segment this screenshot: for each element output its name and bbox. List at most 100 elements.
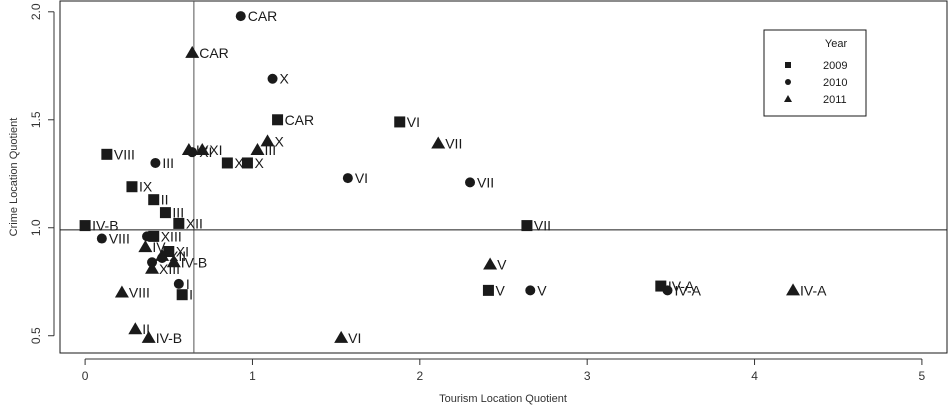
y-tick-label: 1.5 xyxy=(29,111,43,128)
x-axis-title: Tourism Location Quotient xyxy=(439,393,567,405)
series-2011: CARXVIIIIIIXXIIVXIIIV-BXIIIVVIIIIV-AIIIV… xyxy=(114,45,827,346)
data-point-triangle xyxy=(138,240,153,253)
y-tick-label: 1.0 xyxy=(29,219,43,236)
point-label: X xyxy=(254,155,264,171)
point-label: VII xyxy=(477,174,494,190)
legend-entry: 2010 xyxy=(785,77,847,89)
point-label: XI xyxy=(176,244,189,260)
x-tick-label: 5 xyxy=(919,369,926,383)
data-point-triangle xyxy=(786,283,801,296)
legend-label: 2009 xyxy=(823,60,847,72)
point-label: XIII xyxy=(161,228,182,244)
y-axis-title: Crime Location Quotient xyxy=(8,118,20,237)
point-label: III xyxy=(162,155,174,171)
legend-title: Year xyxy=(825,38,848,50)
point-label: VIII xyxy=(109,231,130,247)
legend-entries: 2009 2010 2011 xyxy=(784,60,847,106)
point-label: CAR xyxy=(248,8,278,24)
point-label: X xyxy=(280,71,290,87)
point-label: X xyxy=(275,133,285,149)
data-point-triangle xyxy=(483,257,498,270)
data-point-square xyxy=(655,280,667,292)
point-label: XI xyxy=(209,142,222,158)
point-label: VI xyxy=(407,114,420,130)
data-point-triangle xyxy=(155,248,170,261)
legend-marker-square xyxy=(785,62,791,68)
data-point-square xyxy=(79,220,91,232)
data-point-triangle xyxy=(260,134,275,147)
legend-marker-circle xyxy=(785,79,791,85)
data-point-square xyxy=(163,246,175,258)
data-point-square xyxy=(126,181,138,193)
data-point-square xyxy=(241,157,253,169)
data-point-triangle xyxy=(334,330,349,343)
point-label: III xyxy=(172,205,184,221)
data-point-square xyxy=(148,194,160,206)
point-label: II xyxy=(161,192,169,208)
legend-entry: 2011 xyxy=(784,94,847,106)
y-axis: 0.5 1.0 1.5 2.0 xyxy=(29,3,55,344)
data-point-circle xyxy=(525,285,536,296)
data-point-circle xyxy=(465,177,476,188)
y-tick-label: 2.0 xyxy=(29,3,43,20)
point-label: VII xyxy=(534,218,551,234)
x-tick-label: 3 xyxy=(584,369,591,383)
data-point-square xyxy=(173,217,185,229)
data-point-circle xyxy=(342,173,353,184)
point-label: XII xyxy=(186,215,203,231)
point-label: I xyxy=(189,287,193,303)
point-label: IV-A xyxy=(675,282,702,298)
plot-area-frame xyxy=(59,0,948,354)
data-point-square xyxy=(272,114,284,126)
data-point-circle xyxy=(235,11,246,22)
data-point-triangle xyxy=(181,143,196,156)
x-tick-label: 1 xyxy=(249,369,256,383)
point-label: II xyxy=(142,321,150,337)
point-label: X xyxy=(234,155,244,171)
data-point-triangle xyxy=(114,285,129,298)
data-point-triangle xyxy=(145,261,160,274)
point-label: I xyxy=(186,276,190,292)
legend-label: 2010 xyxy=(823,77,847,89)
data-point-circle xyxy=(662,285,673,296)
point-label: IV-B xyxy=(92,218,118,234)
legend-entry: 2009 xyxy=(785,60,847,72)
data-point-circle xyxy=(267,73,278,84)
data-point-square xyxy=(159,207,171,219)
data-point-circle xyxy=(142,231,153,242)
x-tick-label: 4 xyxy=(751,369,758,383)
point-label: VIII xyxy=(129,285,150,301)
point-label: VII xyxy=(445,136,462,152)
data-point-circle xyxy=(173,278,184,289)
data-point-triangle xyxy=(185,45,200,58)
point-label: IV-B xyxy=(156,330,182,346)
point-label: CAR xyxy=(199,45,229,61)
legend: Year 2009 2010 2011 xyxy=(763,29,867,117)
data-point-triangle xyxy=(128,322,143,335)
data-point-triangle xyxy=(195,143,210,156)
legend-label: 2011 xyxy=(823,94,847,106)
point-label: IV-A xyxy=(800,282,827,298)
data-point-triangle xyxy=(250,143,265,156)
data-point-triangle xyxy=(141,330,156,343)
data-point-square xyxy=(521,220,533,232)
point-label: IV-A xyxy=(668,278,695,294)
point-label: V xyxy=(497,256,507,272)
legend-box xyxy=(763,29,867,117)
point-label: V xyxy=(495,282,505,298)
x-tick-label: 2 xyxy=(416,369,423,383)
data-point-square xyxy=(148,230,160,242)
data-point-square xyxy=(482,284,494,296)
point-label: VI xyxy=(355,170,368,186)
data-point-circle xyxy=(150,157,161,168)
data-point-circle xyxy=(96,233,107,244)
data-point-square xyxy=(394,116,406,128)
point-label: VI xyxy=(348,330,361,346)
x-axis: 0 1 2 3 4 5 xyxy=(82,358,926,383)
data-point-triangle xyxy=(166,255,181,268)
data-point-square xyxy=(221,157,233,169)
data-point-square xyxy=(176,289,188,301)
